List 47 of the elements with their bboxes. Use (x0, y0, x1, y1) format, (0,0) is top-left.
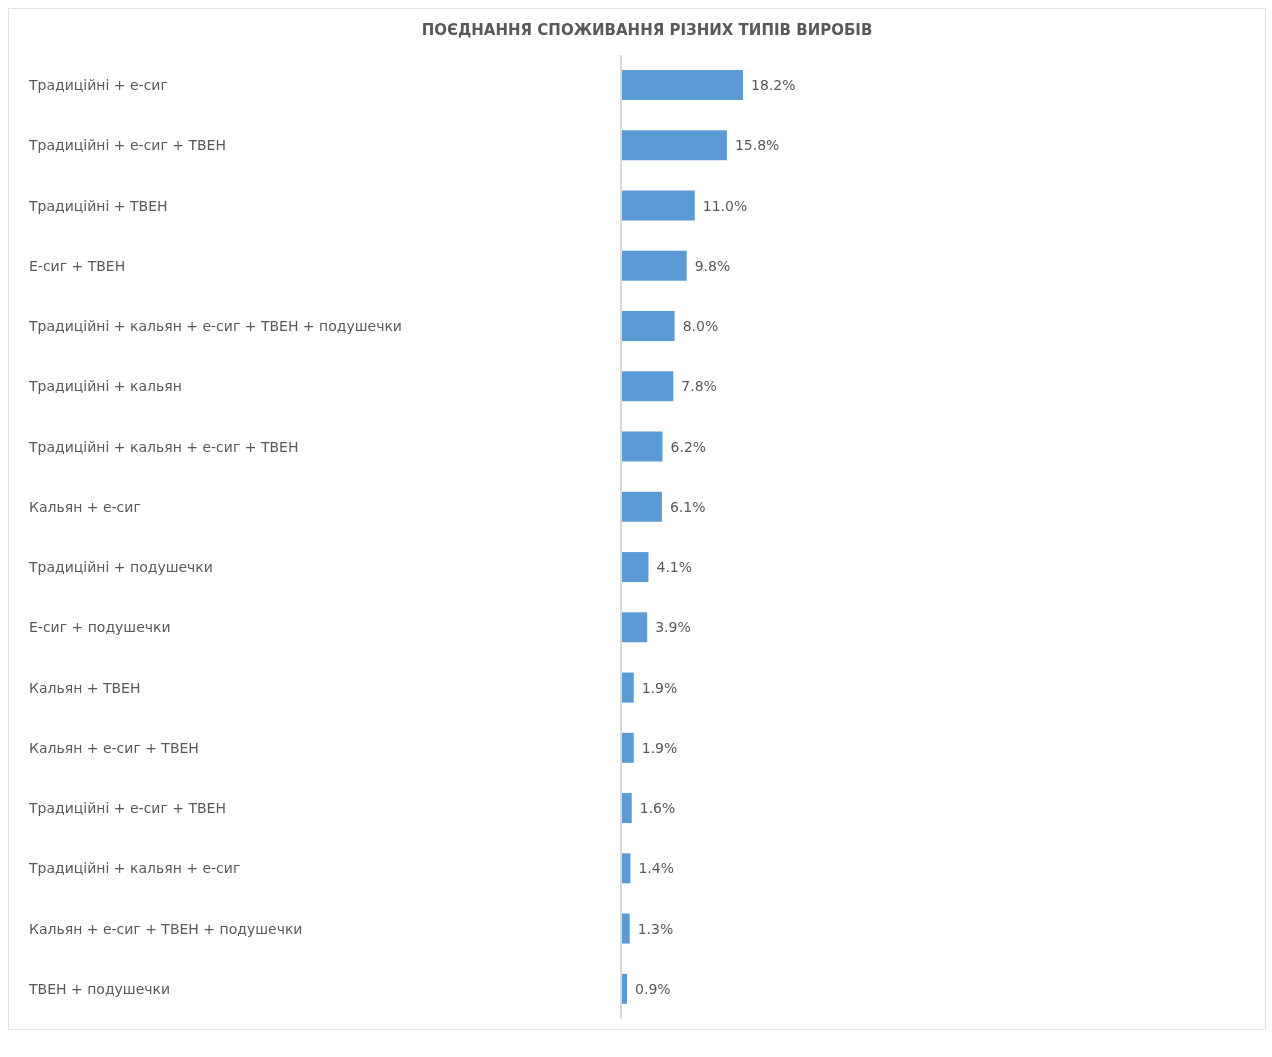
data-label: 1.6% (639, 800, 676, 817)
data-label: 15.8% (734, 137, 780, 154)
bar (621, 190, 695, 221)
bar (621, 491, 662, 522)
data-label: 0.9% (635, 980, 671, 997)
y-tick-label: Традиційні + кальян + е-сиг (28, 860, 241, 877)
y-tick-label: Традиційні + ТВЕН (28, 197, 168, 214)
y-tick-label: Традиційні + е-сиг + ТВЕН (28, 137, 226, 154)
y-tick-label: Традиційні + е-сиг + ТВЕН (28, 800, 226, 817)
bar (621, 732, 634, 763)
y-tick-label: Традиційні + кальян + е-сиг + ТВЕН (28, 438, 299, 455)
y-tick-label: Традиційні + е-сиг (28, 77, 168, 94)
y-tick-label: Кальян + е-сиг + ТВЕН + подушечки (29, 920, 303, 937)
bar (621, 552, 649, 583)
y-tick-label: Традиційні + кальян + е-сиг + ТВЕН + подушечки (28, 318, 402, 335)
data-label: 6.1% (669, 498, 706, 515)
data-label: 1.4% (638, 860, 674, 877)
data-label: 1.3% (637, 920, 674, 937)
y-tick-label: Е-сиг + подушечки (29, 619, 171, 636)
bar (621, 311, 675, 342)
data-label: 7.8% (681, 378, 717, 395)
data-label: 3.9% (655, 619, 691, 636)
bar (621, 130, 727, 161)
chart-title: ПОЄДНАННЯ СПОЖИВАННЯ РІЗНИХ ТИПІВ ВИРОБІВ (420, 20, 874, 39)
bar (621, 672, 634, 703)
y-tick-label: Кальян + е-сиг (29, 498, 141, 515)
data-label: 1.9% (641, 679, 678, 696)
bar (621, 431, 663, 462)
data-label: 8.0% (682, 318, 719, 335)
y-tick-label: Традиційні + кальян (28, 378, 182, 395)
y-tick-label: ТВЕН + подушечки (28, 980, 171, 997)
data-label: 1.9% (641, 739, 678, 756)
data-label: 6.2% (670, 438, 707, 455)
bar (621, 371, 674, 402)
y-tick-label: Традиційні + подушечки (28, 559, 213, 576)
bar (621, 250, 687, 281)
bar (621, 612, 648, 643)
bar (621, 70, 743, 101)
data-label: 11.0% (702, 197, 748, 214)
y-tick-label: Е-сиг + ТВЕН (29, 257, 126, 274)
data-label: 9.8% (694, 257, 731, 274)
y-tick-label: Кальян + ТВЕН (29, 679, 141, 696)
data-label: 18.2% (751, 77, 796, 94)
data-label: 4.1% (656, 559, 693, 576)
bar (621, 913, 630, 944)
y-tick-label: Кальян + е-сиг + ТВЕН (29, 739, 199, 756)
bar (621, 793, 632, 824)
